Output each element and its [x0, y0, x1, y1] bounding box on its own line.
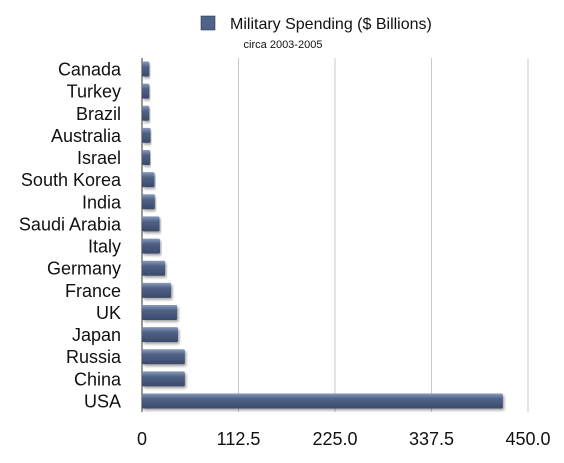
- bar-australia: [142, 127, 151, 143]
- category-label: Japan: [72, 325, 121, 345]
- grid: [141, 58, 529, 412]
- bar-japan: [142, 327, 179, 343]
- category-label: Israel: [77, 148, 121, 168]
- category-label: France: [65, 281, 121, 301]
- category-label: India: [82, 192, 122, 212]
- bar-china: [142, 371, 185, 387]
- category-label: Turkey: [67, 82, 121, 102]
- category-label: Australia: [51, 126, 122, 146]
- bar-brazil: [142, 105, 150, 121]
- category-label: UK: [96, 303, 121, 323]
- category-label: Russia: [66, 347, 122, 367]
- category-label: Canada: [58, 60, 122, 80]
- category-label: China: [74, 369, 122, 389]
- category-label: Brazil: [76, 104, 121, 124]
- bar-canada: [142, 61, 150, 77]
- category-label: Italy: [88, 237, 121, 257]
- legend-swatch: [200, 15, 216, 31]
- category-label: Germany: [47, 259, 121, 279]
- x-axis-ticks: 0 112.5 225.0 337.5 450.0: [137, 429, 551, 449]
- x-tick-label: 450.0: [505, 429, 550, 449]
- legend: Military Spending ($ Billions) circa 200…: [200, 15, 432, 51]
- bar-france: [142, 282, 172, 298]
- x-tick-label: 337.5: [409, 429, 454, 449]
- bar-uk: [142, 304, 178, 320]
- category-label: South Korea: [21, 170, 122, 190]
- bars: [142, 61, 503, 409]
- legend-label: Military Spending ($ Billions): [230, 16, 432, 33]
- bar-russia: [142, 349, 185, 365]
- x-tick-label: 225.0: [312, 429, 357, 449]
- chart-subtitle: circa 2003-2005: [244, 39, 323, 51]
- bar-south-korea: [142, 172, 155, 188]
- bar-turkey: [142, 83, 150, 99]
- category-label: USA: [84, 392, 121, 412]
- bar-israel: [142, 150, 151, 166]
- bar-usa: [142, 393, 503, 409]
- x-tick-label: 0: [137, 429, 147, 449]
- category-label: Saudi Arabia: [19, 214, 122, 234]
- x-tick-label: 112.5: [217, 429, 261, 449]
- bar-saudi-arabia: [142, 216, 160, 232]
- bar-italy: [142, 238, 161, 254]
- bar-india: [142, 194, 155, 210]
- bar-germany: [142, 260, 166, 276]
